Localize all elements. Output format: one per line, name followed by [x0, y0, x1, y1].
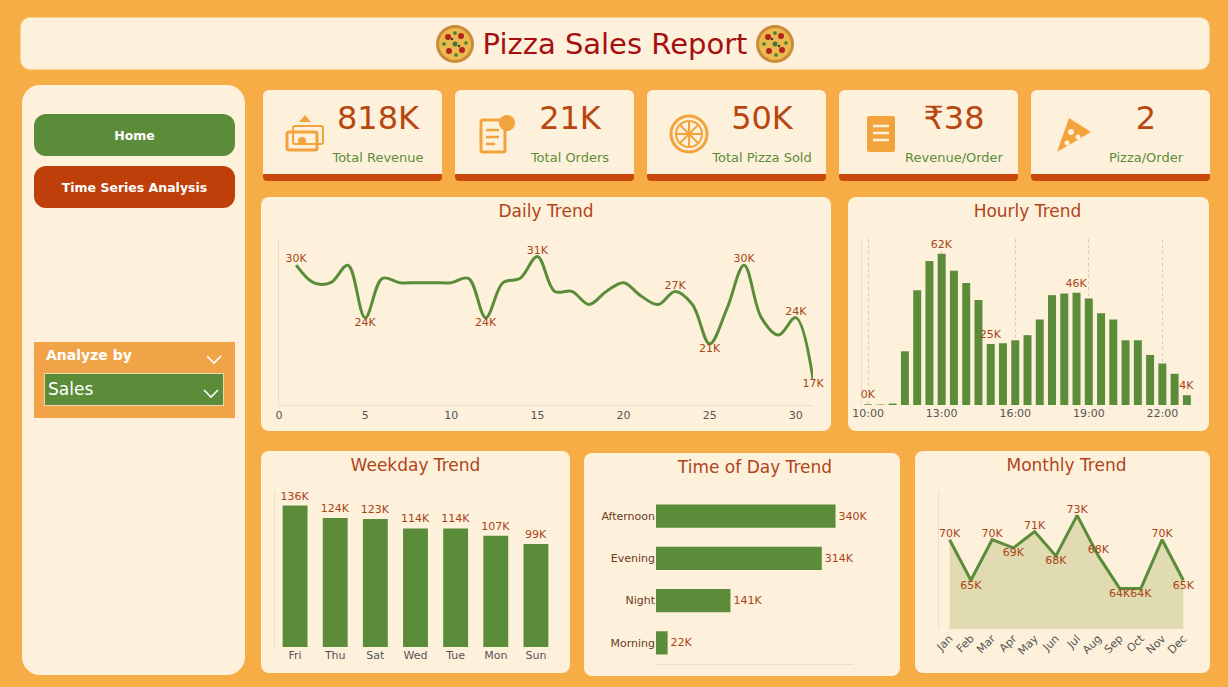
svg-text:65K: 65K	[960, 579, 982, 592]
svg-text:24K: 24K	[475, 316, 497, 329]
svg-text:27K: 27K	[665, 279, 687, 292]
svg-text:24K: 24K	[355, 316, 377, 329]
svg-text:Jun: Jun	[1040, 632, 1062, 654]
svg-text:107K: 107K	[481, 520, 510, 533]
svg-text:Feb: Feb	[954, 632, 977, 655]
svg-text:10: 10	[444, 409, 458, 422]
svg-text:20: 20	[617, 409, 631, 422]
svg-text:21K: 21K	[699, 342, 721, 355]
svg-text:Daily Trend: Daily Trend	[499, 201, 594, 221]
svg-text:Morning: Morning	[610, 637, 655, 650]
svg-text:Wed: Wed	[404, 649, 428, 662]
svg-text:5: 5	[362, 409, 369, 422]
svg-text:Night: Night	[625, 594, 655, 607]
html-text:21K: 21K	[539, 99, 601, 137]
svg-text:141K: 141K	[733, 594, 762, 607]
svg-text:Apr: Apr	[997, 632, 1020, 655]
html-text:Analyze by: Analyze by	[46, 347, 132, 363]
svg-text:70K: 70K	[982, 527, 1004, 540]
svg-text:Oct: Oct	[1124, 632, 1147, 655]
svg-text:64K: 64K	[1130, 587, 1152, 600]
svg-text:46K: 46K	[1066, 277, 1088, 290]
svg-text:71K: 71K	[1024, 519, 1046, 532]
svg-text:Sun: Sun	[525, 649, 546, 662]
svg-text:123K: 123K	[361, 503, 390, 516]
svg-text:10:00: 10:00	[852, 407, 884, 420]
svg-text:Afternoon: Afternoon	[601, 510, 655, 523]
svg-text:73K: 73K	[1067, 503, 1089, 516]
svg-text:Aug: Aug	[1080, 632, 1104, 656]
svg-text:25: 25	[703, 409, 717, 422]
svg-text:Mar: Mar	[974, 632, 998, 656]
svg-text:62K: 62K	[931, 238, 953, 251]
html-text:50K: 50K	[731, 99, 793, 137]
svg-text:Dec: Dec	[1165, 632, 1189, 656]
svg-text:17K: 17K	[802, 377, 824, 390]
svg-text:114K: 114K	[401, 512, 430, 525]
html-text:₹38: ₹38	[923, 99, 985, 137]
svg-text:30: 30	[789, 409, 803, 422]
html-text:Pizza/Order: Pizza/Order	[1108, 150, 1183, 165]
svg-text:314K: 314K	[825, 552, 854, 565]
svg-text:4K: 4K	[1179, 379, 1194, 392]
svg-text:Tue: Tue	[445, 649, 465, 662]
svg-text:70K: 70K	[939, 527, 961, 540]
html-text:Total Orders: Total Orders	[530, 150, 610, 165]
svg-text:19:00: 19:00	[1073, 407, 1105, 420]
svg-text:May: May	[1015, 632, 1041, 658]
svg-text:22K: 22K	[671, 636, 693, 649]
svg-text:340K: 340K	[839, 510, 868, 523]
svg-text:15: 15	[530, 409, 544, 422]
html-text:Time Series Analysis: Time Series Analysis	[61, 179, 208, 195]
svg-text:68K: 68K	[1088, 543, 1110, 556]
svg-text:0K: 0K	[861, 388, 876, 401]
svg-text:99K: 99K	[525, 528, 547, 541]
html-text:Total Pizza Sold: Total Pizza Sold	[712, 150, 812, 165]
svg-text:65K: 65K	[1173, 579, 1195, 592]
html-text:Total Revenue: Total Revenue	[332, 150, 424, 165]
svg-text:Thu: Thu	[324, 649, 346, 662]
svg-text:31K: 31K	[527, 244, 549, 257]
svg-text:16:00: 16:00	[999, 407, 1031, 420]
svg-text:Fri: Fri	[289, 649, 302, 662]
svg-text:Jan: Jan	[934, 632, 956, 654]
svg-text:69K: 69K	[1003, 546, 1025, 559]
svg-text:30K: 30K	[286, 252, 308, 265]
svg-text:Sat: Sat	[366, 649, 385, 662]
html-text:Sales: Sales	[48, 379, 94, 399]
html-text:Pizza Sales Report: Pizza Sales Report	[482, 26, 748, 61]
svg-text:136K: 136K	[281, 490, 310, 503]
svg-text:64K: 64K	[1109, 587, 1131, 600]
svg-text:22:00: 22:00	[1146, 407, 1178, 420]
html-text:818K: 818K	[337, 99, 419, 137]
svg-text:Sep: Sep	[1102, 632, 1126, 656]
svg-text:Hourly Trend: Hourly Trend	[974, 201, 1082, 221]
svg-text:13:00: 13:00	[926, 407, 958, 420]
svg-text:25K: 25K	[980, 328, 1002, 341]
svg-text:Monthly Trend: Monthly Trend	[1007, 455, 1127, 475]
svg-text:0: 0	[276, 409, 283, 422]
html-text:Home: Home	[114, 127, 155, 143]
svg-text:Jul: Jul	[1064, 632, 1083, 651]
svg-text:70K: 70K	[1152, 527, 1174, 540]
svg-text:114K: 114K	[441, 512, 470, 525]
svg-text:Weekday Trend: Weekday Trend	[351, 455, 481, 475]
html-text:2: 2	[1135, 99, 1157, 137]
svg-text:Time of Day Trend: Time of Day Trend	[677, 457, 832, 477]
svg-text:Nov: Nov	[1144, 632, 1169, 657]
svg-text:Evening: Evening	[611, 552, 655, 565]
svg-text:68K: 68K	[1045, 554, 1067, 567]
svg-text:Mon: Mon	[484, 649, 507, 662]
html-text:Revenue/Order: Revenue/Order	[905, 150, 1003, 165]
svg-text:24K: 24K	[785, 305, 807, 318]
svg-text:30K: 30K	[733, 252, 755, 265]
svg-text:124K: 124K	[321, 502, 350, 515]
